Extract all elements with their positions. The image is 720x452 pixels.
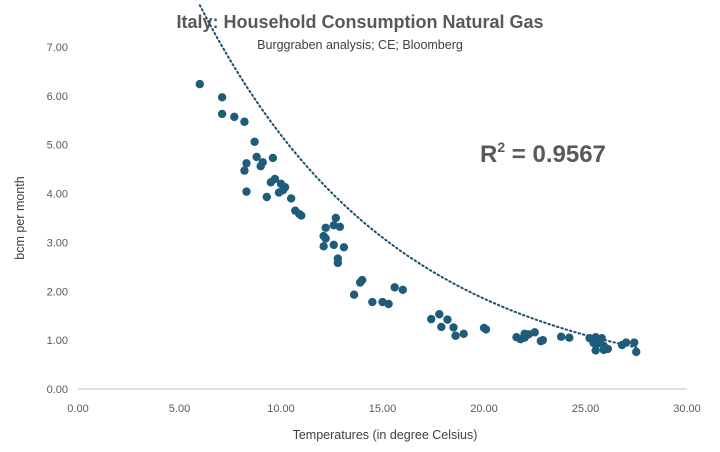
data-point <box>630 338 639 347</box>
data-point <box>242 187 251 196</box>
data-point <box>240 166 249 175</box>
data-point <box>384 299 393 309</box>
chart-subtitle: Burggraben analysis; CE; Bloomberg <box>257 38 463 52</box>
y-tick-label: 6.00 <box>47 91 68 103</box>
data-point <box>230 112 239 122</box>
x-tick-label: 15.00 <box>369 403 397 415</box>
data-points <box>195 79 641 357</box>
data-point <box>217 109 227 119</box>
data-point <box>599 345 608 355</box>
y-tick-label: 5.00 <box>47 140 68 152</box>
x-tick-label: 5.00 <box>169 403 190 415</box>
data-point <box>435 310 444 319</box>
data-point <box>286 194 296 203</box>
data-point <box>256 162 265 171</box>
data-point <box>268 153 278 163</box>
y-tick-label: 4.00 <box>47 189 68 201</box>
y-tick-label: 7.00 <box>47 42 68 54</box>
data-point <box>355 278 365 287</box>
y-axis-title: bcm per month <box>13 176 27 259</box>
data-point <box>427 314 436 324</box>
y-tick-label: 1.00 <box>47 335 68 347</box>
data-point <box>217 93 227 102</box>
data-point <box>398 285 407 295</box>
data-point <box>335 222 345 231</box>
data-point <box>242 159 251 168</box>
data-point <box>437 322 446 332</box>
x-tick-label: 25.00 <box>572 403 600 415</box>
data-point <box>520 333 529 342</box>
data-point <box>481 325 491 334</box>
data-point <box>632 347 641 357</box>
data-point <box>270 174 280 184</box>
data-point <box>240 117 249 126</box>
x-tick-label: 20.00 <box>470 403 498 415</box>
data-point <box>443 315 452 324</box>
data-point <box>556 332 566 341</box>
data-point <box>565 333 574 342</box>
x-axis-title: Temperatures (in degree Celsius) <box>293 428 478 442</box>
y-tick-label: 3.00 <box>47 237 68 249</box>
data-point <box>459 329 468 338</box>
data-point <box>368 297 377 307</box>
data-point <box>449 323 458 332</box>
chart-title: Italy: Household Consumption Natural Gas <box>176 12 543 32</box>
y-tick-label: 0.00 <box>47 384 68 396</box>
data-point <box>390 283 399 292</box>
x-tick-label: 0.00 <box>67 403 88 415</box>
data-point <box>321 223 330 232</box>
exponential-trendline <box>198 4 638 349</box>
data-point <box>250 137 259 146</box>
data-point <box>297 211 306 220</box>
x-tick-label: 30.00 <box>673 403 701 415</box>
data-point <box>339 243 349 252</box>
y-axis-ticks: 0.00 1.00 2.00 3.00 4.00 5.00 6.00 7.00 <box>47 42 68 396</box>
r-squared-annotation: R2 = 0.9567 <box>480 139 606 168</box>
data-point <box>252 152 261 162</box>
y-tick-label: 2.00 <box>47 286 68 298</box>
data-point <box>621 338 631 347</box>
r-squared-superscript: 2 <box>497 139 505 155</box>
data-point <box>321 234 330 243</box>
r-squared-base: R <box>480 141 497 168</box>
data-point <box>591 346 600 355</box>
data-point <box>319 242 328 251</box>
data-point <box>331 213 341 223</box>
data-point <box>530 328 539 337</box>
data-point <box>329 240 338 250</box>
data-point <box>349 290 359 299</box>
x-tick-label: 10.00 <box>267 403 295 415</box>
data-point <box>538 335 548 345</box>
data-point <box>262 192 271 202</box>
data-point <box>278 185 288 195</box>
data-point <box>195 79 204 89</box>
x-axis-ticks: 0.00 5.00 10.00 15.00 20.00 25.00 30.00 <box>67 403 700 415</box>
r-squared-value: = 0.9567 <box>505 141 606 168</box>
data-point <box>333 258 343 268</box>
data-point <box>451 331 460 340</box>
